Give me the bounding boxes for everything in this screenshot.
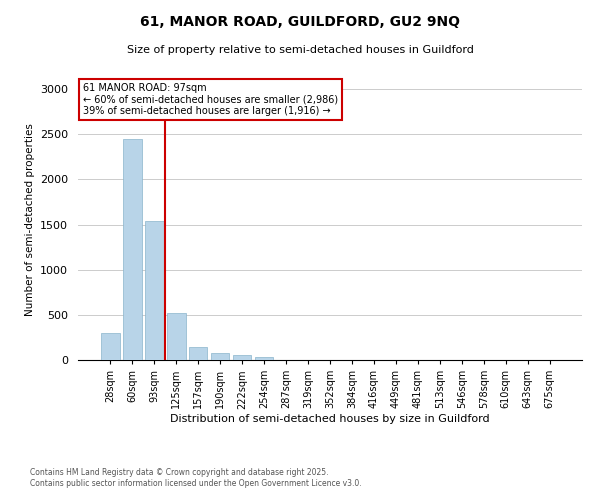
Bar [123, 138, 142, 360]
Bar [101, 333, 119, 360]
Text: 61, MANOR ROAD, GUILDFORD, GU2 9NQ: 61, MANOR ROAD, GUILDFORD, GU2 9NQ [140, 15, 460, 29]
Bar [233, 356, 251, 360]
Y-axis label: Number of semi-detached properties: Number of semi-detached properties [25, 124, 35, 316]
Bar [211, 353, 229, 360]
Text: 61 MANOR ROAD: 97sqm
← 60% of semi-detached houses are smaller (2,986)
39% of se: 61 MANOR ROAD: 97sqm ← 60% of semi-detac… [83, 83, 338, 116]
Bar [189, 348, 208, 360]
Bar [167, 313, 185, 360]
Bar [145, 221, 164, 360]
X-axis label: Distribution of semi-detached houses by size in Guildford: Distribution of semi-detached houses by … [170, 414, 490, 424]
Text: Contains HM Land Registry data © Crown copyright and database right 2025.
Contai: Contains HM Land Registry data © Crown c… [30, 468, 362, 487]
Bar [255, 358, 274, 360]
Text: Size of property relative to semi-detached houses in Guildford: Size of property relative to semi-detach… [127, 45, 473, 55]
